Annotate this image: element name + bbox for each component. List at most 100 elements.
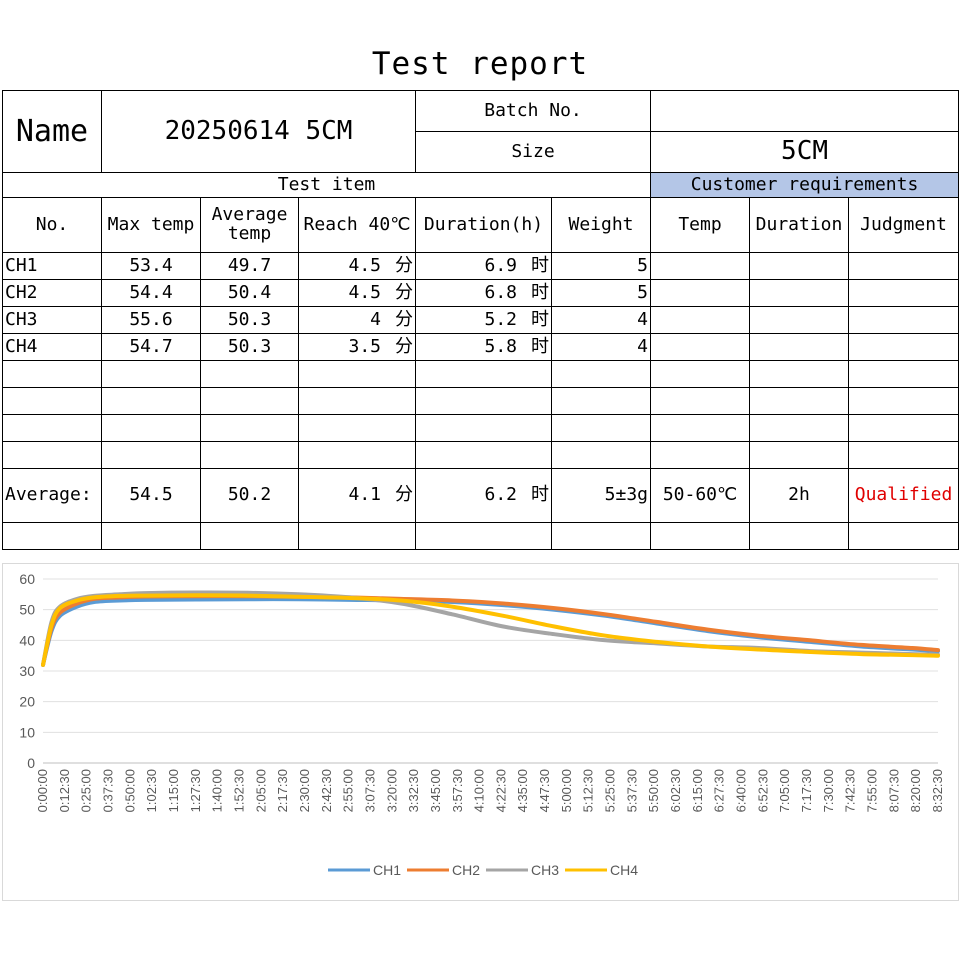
series-line-ch2 (41, 594, 940, 667)
reach-unit: 分 (395, 335, 413, 357)
cell-max-temp: 54.7 (101, 333, 201, 361)
average-reach: 4.1 分 (298, 468, 416, 523)
chart-svg: 0 10 20 30 40 50 60 0:00:00 0:12:30 0:25:00 0:37:3… (19, 571, 945, 878)
x-tick-label: 8:32:30 (930, 769, 945, 812)
cell-req-temp (650, 252, 751, 280)
x-tick-label: 3:57:30 (450, 769, 465, 812)
reach-unit: 分 (395, 254, 413, 276)
requirement-duration: 2h (749, 468, 850, 523)
empty-row (2, 441, 960, 469)
cell-max-temp: 54.4 (101, 279, 201, 307)
x-tick-label: 5:12:30 (581, 769, 596, 812)
y-tick-label: 10 (19, 724, 35, 740)
x-tick-label: 2:17:30 (275, 769, 290, 812)
legend-label-ch1: CH1 (373, 862, 401, 878)
average-duration-unit: 时 (531, 484, 549, 506)
col-header-temp: Temp (650, 197, 751, 253)
duration-value: 6.9 (484, 254, 517, 276)
average-weight: 5±3g (550, 468, 652, 523)
cell-duration: 5.2 时 (415, 306, 552, 334)
table-row: CH1 53.4 49.7 4.5 分 6.9 时 5 (2, 252, 960, 280)
x-tick-label: 8:07:30 (886, 769, 901, 812)
average-duration-value: 6.2 (484, 484, 517, 506)
cell-avg-temp: 49.7 (200, 252, 299, 280)
cell-no: CH3 (2, 306, 102, 334)
col-header-duration: Duration (749, 197, 850, 253)
x-tick-label: 8:20:00 (908, 769, 923, 812)
x-tick-label: 0:00:00 (35, 769, 50, 812)
customer-requirements-header: Customer requirements (650, 172, 960, 198)
col-header-average-temp: Average temp (200, 197, 299, 253)
x-tick-label: 6:40:00 (734, 769, 749, 812)
x-tick-label: 4:10:00 (472, 769, 487, 812)
x-tick-label: 1:02:30 (144, 769, 159, 812)
x-tick-label: 7:55:00 (865, 769, 880, 812)
x-tick-label: 0:25:00 (79, 769, 94, 812)
y-tick-label: 30 (19, 663, 35, 679)
x-tick-label: 6:52:30 (755, 769, 770, 812)
cell-no: CH2 (2, 279, 102, 307)
y-tick-label: 0 (27, 755, 35, 771)
duration-unit: 时 (531, 335, 549, 357)
x-tick-label: 6:27:30 (712, 769, 727, 812)
x-tick-label: 1:15:00 (166, 769, 181, 812)
x-tick-label: 1:52:30 (231, 769, 246, 812)
x-tick-label: 7:17:30 (799, 769, 814, 812)
temperature-chart: 0 10 20 30 40 50 60 0:00:00 0:12:30 0:25:00 0:37:3… (2, 563, 959, 901)
col-header-no: No. (2, 197, 102, 253)
x-tick-label: 6:02:30 (668, 769, 683, 812)
empty-row (2, 360, 960, 388)
x-tick-label: 3:20:00 (384, 769, 399, 812)
cell-judgment (848, 333, 960, 361)
x-tick-label: 2:42:30 (319, 769, 334, 812)
cell-reach: 4.5 分 (298, 252, 416, 280)
size-label: Size (414, 131, 652, 173)
legend-label-ch2: CH2 (452, 862, 480, 878)
empty-row (2, 414, 960, 442)
cell-req-duration (749, 252, 850, 280)
x-tick-label: 4:35:00 (515, 769, 530, 812)
x-tick-label: 2:30:00 (297, 769, 312, 812)
y-tick-label: 20 (19, 694, 35, 710)
x-tick-label: 1:40:00 (210, 769, 225, 812)
x-tick-label: 5:25:00 (603, 769, 618, 812)
x-tick-label: 5:37:30 (624, 769, 639, 812)
series-line-ch1 (41, 597, 940, 667)
batch-label: Batch No. (414, 90, 652, 132)
requirement-temp: 50-60℃ (650, 468, 751, 523)
cell-no: CH1 (2, 252, 102, 280)
duration-unit: 时 (531, 281, 549, 303)
average-avg-temp: 50.2 (200, 468, 299, 523)
col-header-weight: Weight (550, 197, 652, 253)
x-tick-label: 4:22:30 (493, 769, 508, 812)
cell-weight: 5 (550, 279, 652, 307)
series-line-ch4 (41, 593, 940, 667)
col-header-judgment: Judgment (848, 197, 960, 253)
x-tick-label: 7:42:30 (843, 769, 858, 812)
x-tick-label: 1:27:30 (188, 769, 203, 812)
cell-judgment (848, 279, 960, 307)
cell-duration: 5.8 时 (415, 333, 552, 361)
x-tick-label: 3:07:30 (362, 769, 377, 812)
reach-value: 4.5 (348, 254, 381, 276)
duration-unit: 时 (531, 308, 549, 330)
cell-weight: 4 (550, 333, 652, 361)
x-tick-label: 2:05:00 (253, 769, 268, 812)
cell-judgment (848, 252, 960, 280)
duration-value: 5.8 (484, 335, 517, 357)
table-row: CH2 54.4 50.4 4.5 分 6.8 时 5 (2, 279, 960, 307)
judgment-result: Qualified (848, 468, 960, 523)
x-tick-label: 7:05:00 (777, 769, 792, 812)
table-row: CH4 54.7 50.3 3.5 分 5.8 时 4 (2, 333, 960, 361)
x-tick-label: 3:45:00 (428, 769, 443, 812)
report-title: Test report (371, 46, 589, 82)
cell-weight: 5 (550, 252, 652, 280)
cell-duration: 6.8 时 (415, 279, 552, 307)
legend-label-ch4: CH4 (610, 862, 638, 878)
cell-duration: 6.9 时 (415, 252, 552, 280)
cell-req-temp (650, 306, 751, 334)
reach-value: 4.5 (348, 281, 381, 303)
x-tick-label: 0:37:30 (100, 769, 115, 812)
